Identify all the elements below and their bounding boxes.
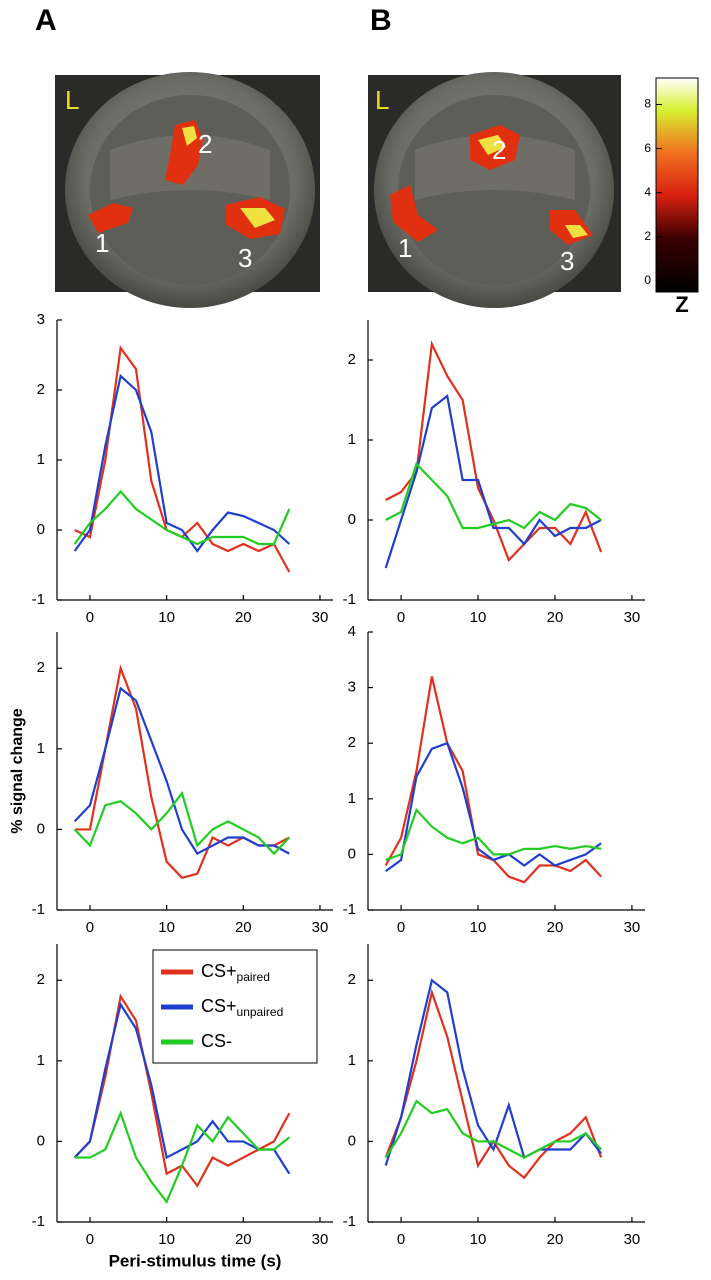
x-axis-label: Peri-stimulus time (s) bbox=[109, 1251, 282, 1270]
x-tick-label: 30 bbox=[312, 1231, 329, 1248]
y-tick-label: 1 bbox=[348, 790, 356, 807]
legend-label: CS- bbox=[201, 1031, 232, 1051]
data-line bbox=[73, 1001, 291, 1175]
y-tick-label: -1 bbox=[343, 1213, 356, 1230]
region-label: 3 bbox=[238, 243, 252, 273]
colorbar-tick-label: 0 bbox=[644, 273, 651, 287]
legend-label: CS+paired bbox=[201, 961, 270, 984]
colorbar bbox=[655, 77, 699, 293]
x-tick-label: 20 bbox=[547, 609, 564, 626]
x-tick-label: 0 bbox=[397, 609, 405, 626]
x-tick-label: 0 bbox=[397, 919, 405, 936]
data-line bbox=[384, 394, 602, 569]
y-tick-label: 0 bbox=[37, 521, 45, 538]
y-tick-label: 2 bbox=[37, 971, 45, 988]
y-tick-label: 1 bbox=[37, 451, 45, 468]
y-tick-label: 2 bbox=[37, 659, 45, 676]
y-tick-label: -1 bbox=[343, 591, 356, 608]
data-line bbox=[74, 345, 291, 573]
region-label: 2 bbox=[198, 129, 212, 159]
legend-name: CS+ bbox=[201, 961, 237, 981]
panel-letter: A bbox=[35, 4, 57, 37]
x-tick-label: 10 bbox=[158, 919, 175, 936]
y-tick-label: 2 bbox=[348, 734, 356, 751]
x-tick-label: 0 bbox=[86, 919, 94, 936]
data-line bbox=[74, 1110, 290, 1205]
region-label: 3 bbox=[560, 246, 574, 276]
x-tick-label: 0 bbox=[86, 1231, 94, 1248]
data-line bbox=[385, 741, 602, 872]
data-line bbox=[384, 1099, 602, 1159]
data-line bbox=[73, 489, 291, 546]
data-line bbox=[73, 790, 291, 856]
y-tick-label: 2 bbox=[348, 351, 356, 368]
data-line bbox=[384, 676, 602, 884]
colorbar-tick-label: 8 bbox=[644, 97, 651, 111]
legend-name: CS- bbox=[201, 1031, 232, 1051]
colorbar-tick-label: 2 bbox=[644, 229, 651, 243]
legend-label: CS+unpaired bbox=[201, 996, 283, 1019]
x-tick-label: 0 bbox=[397, 1231, 405, 1248]
x-tick-label: 30 bbox=[312, 919, 329, 936]
data-line bbox=[384, 978, 603, 1166]
data-line bbox=[73, 686, 290, 856]
x-tick-label: 30 bbox=[624, 609, 641, 626]
data-line bbox=[385, 807, 602, 861]
x-tick-label: 30 bbox=[624, 1231, 641, 1248]
y-tick-label: 1 bbox=[348, 431, 356, 448]
y-tick-label: 0 bbox=[348, 1132, 356, 1149]
colorbar-label: Z bbox=[675, 292, 688, 317]
x-tick-label: 20 bbox=[547, 1231, 564, 1248]
x-tick-label: 0 bbox=[86, 609, 94, 626]
x-tick-label: 10 bbox=[470, 1231, 487, 1248]
y-tick-label: 2 bbox=[348, 971, 356, 988]
brain-image: L 1 2 3 bbox=[368, 72, 621, 308]
x-tick-label: 30 bbox=[312, 609, 329, 626]
x-tick-label: 20 bbox=[235, 609, 252, 626]
region-label: 2 bbox=[492, 135, 506, 165]
y-tick-label: 3 bbox=[348, 679, 356, 696]
legend-subscript: unpaired bbox=[237, 1005, 284, 1019]
y-tick-label: 1 bbox=[348, 1052, 356, 1069]
y-tick-label: 2 bbox=[37, 381, 45, 398]
colorbar-tick-label: 6 bbox=[644, 141, 651, 155]
y-tick-label: 1 bbox=[37, 1052, 45, 1069]
x-tick-label: 10 bbox=[158, 1231, 175, 1248]
y-tick-label: 1 bbox=[37, 740, 45, 757]
y-tick-label: -1 bbox=[32, 1213, 45, 1230]
y-tick-label: -1 bbox=[343, 901, 356, 918]
y-tick-label: 0 bbox=[348, 845, 356, 862]
orientation-label: L bbox=[65, 85, 79, 115]
y-tick-label: 4 bbox=[348, 623, 356, 640]
x-tick-label: 10 bbox=[470, 609, 487, 626]
y-tick-label: 0 bbox=[348, 511, 356, 528]
panel-letter: B bbox=[370, 4, 392, 37]
y-tick-label: -1 bbox=[32, 591, 45, 608]
x-tick-label: 30 bbox=[624, 919, 641, 936]
x-tick-label: 20 bbox=[235, 1231, 252, 1248]
y-tick-label: 3 bbox=[37, 311, 45, 328]
x-tick-label: 20 bbox=[235, 919, 252, 936]
data-line bbox=[385, 461, 602, 530]
y-axis-label: % signal change bbox=[9, 708, 26, 833]
region-label: 1 bbox=[95, 228, 109, 258]
data-line bbox=[73, 373, 291, 553]
orientation-label: L bbox=[375, 85, 389, 115]
x-tick-label: 20 bbox=[547, 919, 564, 936]
brain-image: L 1 2 3 bbox=[55, 72, 320, 308]
x-tick-label: 10 bbox=[470, 919, 487, 936]
region-label: 1 bbox=[398, 233, 412, 263]
legend-name: CS+ bbox=[201, 996, 237, 1016]
y-tick-label: -1 bbox=[32, 901, 45, 918]
colorbar-tick-label: 4 bbox=[644, 185, 651, 199]
data-line bbox=[74, 664, 290, 879]
data-line bbox=[385, 340, 603, 563]
x-tick-label: 10 bbox=[158, 609, 175, 626]
legend-subscript: paired bbox=[237, 970, 270, 984]
y-tick-label: 0 bbox=[37, 1132, 45, 1149]
y-tick-label: 0 bbox=[37, 820, 45, 837]
